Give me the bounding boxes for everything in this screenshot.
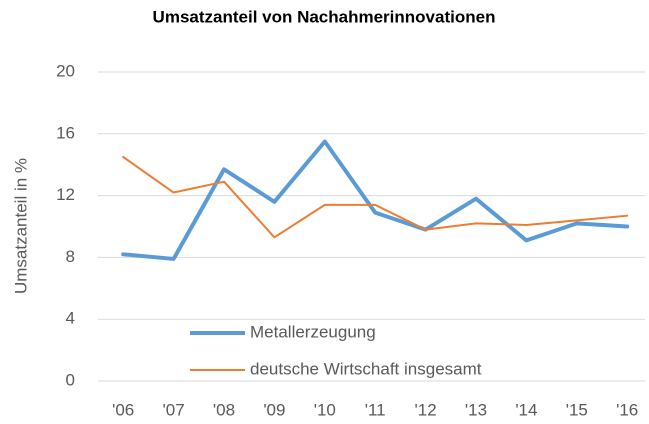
x-tick-label: '15	[566, 400, 588, 419]
y-tick-label: 4	[66, 309, 75, 328]
chart-title: Umsatzanteil von Nachahmerinnovationen	[153, 7, 496, 26]
x-tick-label: '11	[365, 400, 386, 419]
y-tick-label: 8	[66, 247, 75, 266]
x-tick-label: '12	[415, 400, 437, 419]
x-tick-label: '14	[515, 400, 537, 419]
x-tick-label: '08	[213, 400, 235, 419]
y-tick-label: 20	[56, 61, 75, 80]
x-tick-label: '10	[314, 400, 336, 419]
x-tick-label: '13	[465, 400, 487, 419]
y-tick-label: 16	[56, 123, 75, 142]
data-line	[121, 139, 630, 261]
x-tick-label: '09	[263, 400, 285, 419]
y-axis-label: Umsatzanteil in %	[11, 158, 30, 294]
y-tick-label: 12	[56, 185, 75, 204]
legend-label: Metallerzeugung	[250, 322, 376, 341]
data-line	[122, 155, 629, 239]
x-tick-label: '16	[616, 400, 638, 419]
legend-label: deutsche Wirtschaft insgesamt	[250, 359, 482, 378]
x-tick-label: '06	[112, 400, 134, 419]
x-tick-label: '07	[163, 400, 185, 419]
y-tick-label: 0	[66, 370, 75, 389]
